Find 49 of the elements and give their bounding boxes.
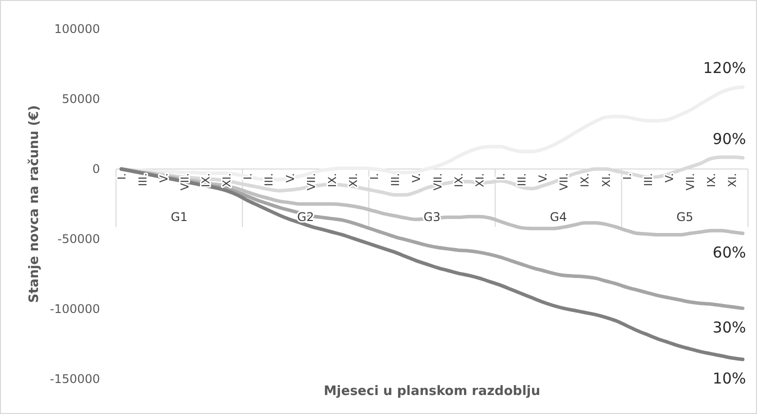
- x-tick-label: III.: [642, 173, 655, 186]
- x-tick-label: V.: [157, 173, 170, 183]
- x-tick-label: I.: [242, 173, 255, 180]
- series-label: 10%: [712, 369, 746, 388]
- x-tick-label: V.: [536, 173, 550, 183]
- series-label: 120%: [703, 59, 746, 78]
- x-tick-label: XI.: [726, 173, 740, 188]
- x-tick-label: III.: [389, 173, 402, 186]
- x-tick-label: IX.: [578, 173, 592, 188]
- x-tick-label: III.: [516, 173, 529, 186]
- annotation: G5: [676, 210, 694, 224]
- x-tick-label: III.: [262, 173, 276, 186]
- x-tick-label: V.: [410, 173, 424, 183]
- x-axis-title: Mjeseci u planskom razdoblju: [324, 384, 540, 399]
- x-tick-label: XI.: [473, 173, 486, 188]
- x-tick-label: IX.: [452, 173, 466, 188]
- x-tick-label: IX.: [200, 173, 213, 188]
- y-tick-label: -50000: [57, 232, 100, 246]
- annotation: G3: [424, 210, 440, 224]
- y-tick-label: -150000: [50, 372, 100, 386]
- x-tick-label: IX.: [326, 173, 339, 188]
- series-label: 60%: [712, 243, 746, 262]
- x-tick-label: VII.: [684, 173, 698, 191]
- series-label: 30%: [712, 318, 746, 336]
- annotation: G1: [170, 210, 188, 224]
- x-tick-label: XI.: [220, 173, 234, 188]
- y-tick-label: 0: [92, 162, 100, 176]
- y-axis-title: Stanje novca na računu (€): [27, 105, 42, 303]
- x-tick-label: XI.: [347, 173, 360, 188]
- x-tick-label: VII.: [304, 173, 318, 191]
- annotation: G4: [550, 210, 567, 224]
- x-tick-label: V.: [284, 173, 297, 183]
- x-tick-label: V.: [663, 173, 676, 183]
- x-tick-label: XI.: [600, 173, 613, 188]
- annotation: G2: [297, 210, 314, 224]
- x-tick-label: IX.: [705, 173, 718, 188]
- y-tick-label: 50000: [62, 92, 100, 106]
- x-tick-label: III.: [136, 173, 150, 186]
- x-tick-label: VII.: [431, 173, 444, 191]
- x-tick-label: VII.: [178, 173, 192, 191]
- x-tick-label: I.: [115, 173, 128, 180]
- x-tick-label: I.: [368, 173, 382, 180]
- x-tick-label: I.: [620, 173, 634, 180]
- y-tick-label: 100000: [54, 22, 100, 36]
- line-series: [120, 167, 744, 362]
- series-label: 90%: [712, 130, 746, 148]
- y-tick-label: -100000: [50, 302, 100, 316]
- x-tick-label: VII.: [558, 173, 571, 191]
- x-tick-label: I.: [494, 173, 508, 180]
